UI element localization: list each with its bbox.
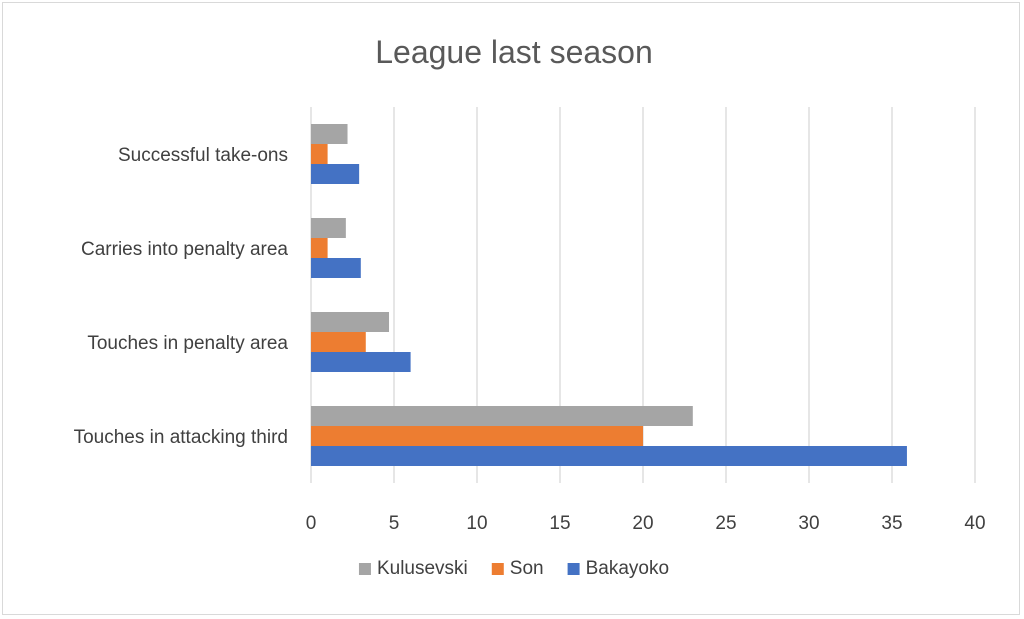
bar-bakayoko-0: [311, 446, 907, 466]
x-tick-label: 20: [632, 513, 653, 534]
bar-bakayoko-3: [311, 164, 360, 184]
x-tick-label: 30: [798, 513, 819, 534]
bar-son-3: [311, 144, 328, 164]
x-tick-label: 15: [549, 513, 570, 534]
legend: Kulusevski Son Bakayoko: [358, 558, 669, 579]
x-tick-label: 10: [466, 513, 487, 534]
legend-label-kulusevski: Kulusevski: [377, 558, 468, 579]
x-tick-label: 25: [715, 513, 736, 534]
legend-swatch-son: [491, 563, 504, 575]
legend-label-bakayoko: Bakayoko: [586, 558, 669, 579]
bar-son-1: [311, 332, 366, 352]
legend-swatch-kulusevski: [358, 563, 371, 575]
bar-kulusevski-1: [311, 312, 390, 332]
bar-kulusevski-2: [311, 218, 346, 238]
bar-bakayoko-2: [311, 258, 361, 278]
category-label: Successful take-ons: [118, 145, 288, 166]
x-tick-label: 5: [389, 513, 400, 534]
category-label: Carries into penalty area: [81, 239, 288, 260]
bar-bakayoko-1: [311, 352, 411, 372]
legend-label-son: Son: [510, 558, 544, 579]
x-tick-label: 40: [964, 513, 985, 534]
grid-lines: [310, 107, 976, 483]
category-label: Touches in attacking third: [74, 427, 288, 448]
legend-swatch-bakayoko: [567, 563, 580, 575]
bar-son-2: [311, 238, 328, 258]
x-axis-ticks: 0 5 10 15 20 25 30 35 40: [306, 513, 986, 534]
bar-son-0: [311, 426, 643, 446]
bar-kulusevski-0: [311, 406, 693, 426]
chart-title: League last season: [375, 34, 653, 70]
category-labels: Touches in attacking third Touches in pen…: [74, 145, 289, 448]
x-tick-label: 0: [306, 513, 317, 534]
bar-chart: League last season Touches in attacking …: [74, 34, 986, 579]
x-tick-label: 35: [881, 513, 902, 534]
bars: [311, 124, 907, 466]
category-label: Touches in penalty area: [87, 333, 288, 354]
bar-kulusevski-3: [311, 124, 348, 144]
